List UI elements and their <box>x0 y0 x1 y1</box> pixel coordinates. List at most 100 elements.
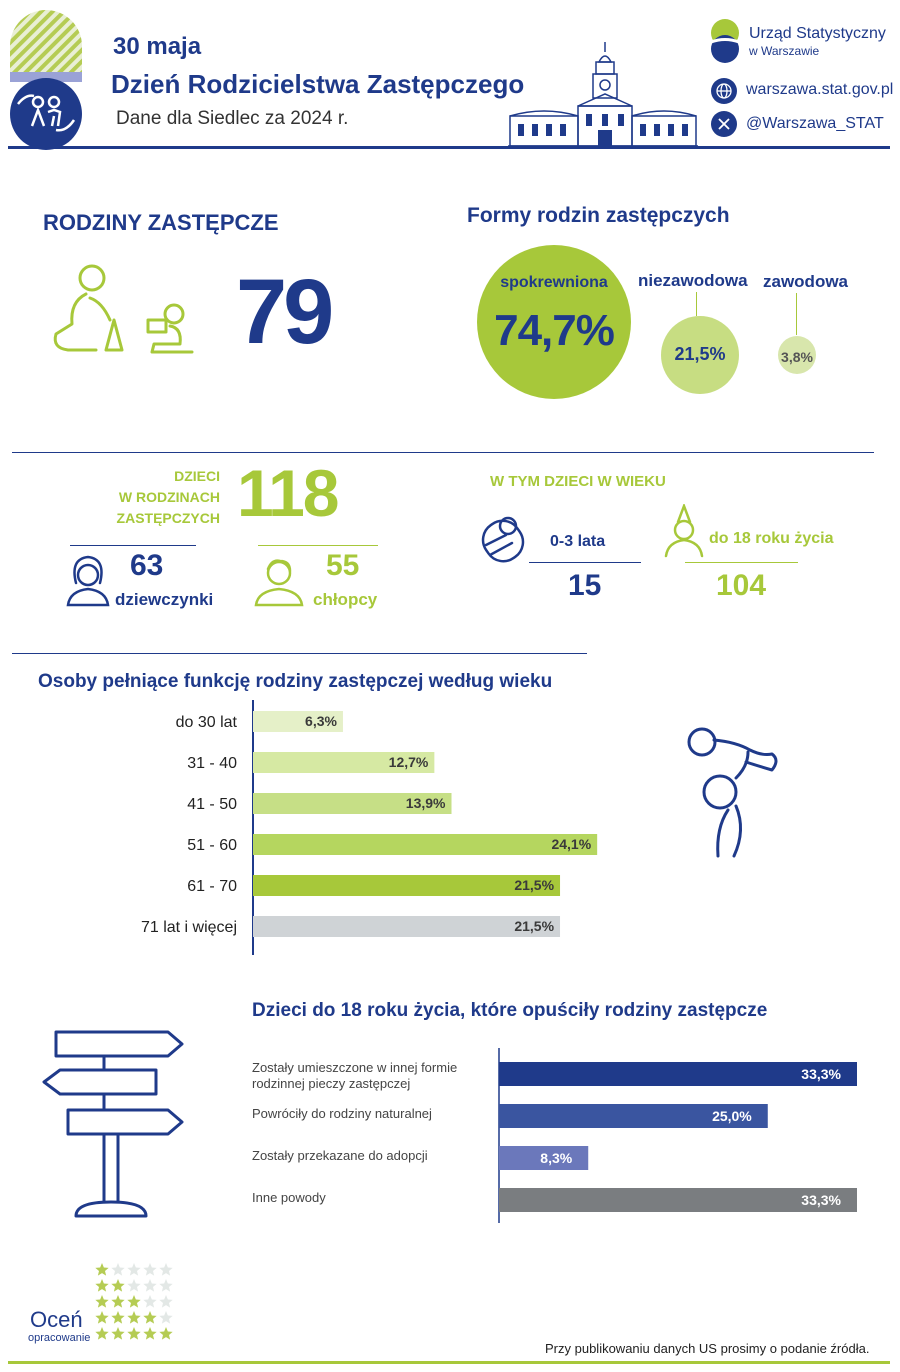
chart1-value-label: 21,5% <box>514 918 554 934</box>
foster-age-chart: do 30 lat 6,3% 31 - 40 12,7% 41 - 50 13,9% 51 … <box>141 700 598 955</box>
family-logo-icon <box>10 10 82 150</box>
org-subname: w Warszawie <box>749 44 820 58</box>
boys-label: chłopcy <box>313 590 378 609</box>
rating-star-icon[interactable] <box>95 1311 109 1324</box>
form-label-kin: spokrewniona <box>500 274 608 291</box>
rating-star-icon[interactable] <box>143 1311 157 1324</box>
social-handle[interactable]: @Warszawa_STAT <box>746 115 884 132</box>
section-divider-2 <box>12 653 587 654</box>
rating-star-icon[interactable] <box>95 1295 109 1308</box>
age-group1-value: 15 <box>568 569 602 602</box>
rating-star-icon[interactable] <box>143 1263 157 1276</box>
parent-child-icon <box>53 264 194 354</box>
children-heading-line3: ZASTĘPCZYCH <box>116 510 220 526</box>
rating-star-icon[interactable] <box>127 1327 141 1340</box>
footer-note: Przy publikowaniu danych US prosimy o po… <box>545 1341 870 1356</box>
children-heading: DZIECI W RODZINACH ZASTĘPCZYCH <box>40 466 220 529</box>
form-label-nonprof: niezawodowa <box>638 271 748 290</box>
chart1-value-label: 21,5% <box>514 877 554 893</box>
left-foster-chart: Zostały umieszczone w innej formierodzin… <box>252 1048 857 1223</box>
chart2-bar <box>499 1146 589 1170</box>
chart1-value-label: 6,3% <box>305 713 337 729</box>
rating-star-icon[interactable] <box>159 1295 173 1308</box>
girl-icon <box>66 555 110 607</box>
form-label-prof: zawodowa <box>763 272 849 291</box>
rating-star-icon[interactable] <box>159 1279 173 1292</box>
chart1-bar <box>253 875 561 896</box>
age-children-heading: W TYM DZIECI W WIEKU <box>490 473 666 490</box>
baby-icon <box>481 516 525 563</box>
age-group2-value: 104 <box>716 569 767 602</box>
chart1-bar <box>253 793 452 814</box>
girls-count: 63 <box>130 549 164 582</box>
chart1-category-label: 61 - 70 <box>187 878 237 895</box>
chart2-bar <box>499 1062 857 1086</box>
rating-star-icon[interactable] <box>111 1311 125 1324</box>
rating-star-icon[interactable] <box>127 1295 141 1308</box>
rating-star-icon[interactable] <box>111 1295 125 1308</box>
signpost-icon <box>42 1030 184 1218</box>
age-group1-divider <box>529 562 641 563</box>
globe-icon <box>711 78 737 104</box>
palace-icon <box>508 42 698 147</box>
rating-sublabel: opracowanie <box>28 1332 91 1344</box>
rating-star-icon[interactable] <box>159 1311 173 1324</box>
children-heading-line1: DZIECI <box>174 468 220 484</box>
girls-label: dziewczynki <box>115 590 214 609</box>
chart1-category-label: 71 lat i więcej <box>141 919 237 936</box>
rating-star-icon[interactable] <box>127 1263 141 1276</box>
chart1-bar <box>253 834 598 855</box>
org-name: Urząd Statystyczny <box>749 25 886 42</box>
rating-star-icon[interactable] <box>143 1295 157 1308</box>
form-bubble-nonprof <box>661 316 739 394</box>
families-heading: RODZINY ZASTĘPCZE <box>43 210 279 235</box>
form-bubble-prof <box>778 336 816 374</box>
chart1-title: Osoby pełniące funkcję rodziny zastępcze… <box>38 671 553 692</box>
chart1-category-label: 41 - 50 <box>187 796 237 813</box>
header-divider <box>8 146 890 149</box>
chart2-bar <box>499 1188 857 1212</box>
us-logo-icon <box>710 19 740 63</box>
page-title: Dzień Rodzicielstwa Zastępczego <box>111 69 525 99</box>
rating-star-icon[interactable] <box>111 1327 125 1340</box>
form-connector-nonprof <box>696 292 697 316</box>
chart1-value-label: 13,9% <box>406 795 446 811</box>
girls-bracket <box>70 545 196 546</box>
page-subtitle: Dane dla Siedlec za 2024 r. <box>116 108 349 129</box>
forms-heading: Formy rodzin zastępczych <box>467 204 730 227</box>
rating-star-icon[interactable] <box>111 1263 125 1276</box>
rating-star-icon[interactable] <box>159 1327 173 1340</box>
rating-star-icon[interactable] <box>127 1311 141 1324</box>
rating-star-icon[interactable] <box>159 1263 173 1276</box>
children-heading-line2: W RODZINACH <box>118 489 220 505</box>
form-connector-prof <box>796 293 797 335</box>
boys-bracket <box>258 545 378 546</box>
boy-icon <box>254 559 304 607</box>
rating-star-icon[interactable] <box>95 1279 109 1292</box>
chart1-category-label: 31 - 40 <box>187 755 237 772</box>
chart2-title: Dzieci do 18 roku życia, które opuściły … <box>252 1000 768 1021</box>
website-link[interactable]: warszawa.stat.gov.pl <box>746 81 894 98</box>
section-divider-1 <box>12 452 874 453</box>
rating-star-icon[interactable] <box>95 1327 109 1340</box>
boys-count: 55 <box>326 549 360 582</box>
date-heading: 30 maja <box>113 33 202 60</box>
chart2-category-label: Zostały umieszczone w innej formie <box>252 1060 457 1075</box>
chart1-value-label: 12,7% <box>389 754 429 770</box>
chart1-bar <box>253 711 343 732</box>
rating-star-icon[interactable] <box>143 1327 157 1340</box>
rating-stars[interactable] <box>94 1262 178 1344</box>
age-group2-divider <box>685 562 798 563</box>
age-group2-label: do 18 roku życia <box>709 530 834 547</box>
chart2-value-label: 8,3% <box>540 1150 572 1166</box>
rating-star-icon[interactable] <box>127 1279 141 1292</box>
rating-star-icon[interactable] <box>95 1263 109 1276</box>
rating-star-icon[interactable] <box>143 1279 157 1292</box>
x-social-icon <box>711 111 737 137</box>
chart1-value-label: 24,1% <box>551 836 591 852</box>
rating-star-icon[interactable] <box>111 1279 125 1292</box>
form-bubble-kin <box>477 245 631 399</box>
chart2-category-label: Zostały przekazane do adopcji <box>252 1148 428 1163</box>
families-count: 79 <box>236 261 334 363</box>
rating-label: Oceń <box>30 1307 83 1332</box>
